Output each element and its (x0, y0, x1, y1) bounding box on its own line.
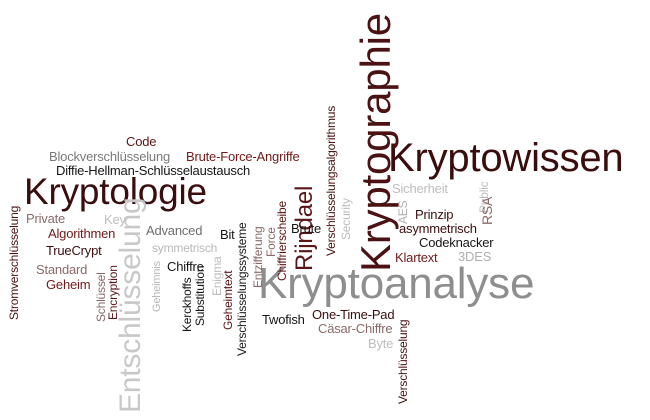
word-blockverschluesselung: Blockverschlüsselung (49, 149, 171, 164)
word-kerckhoffs: Kerckhoffs (180, 277, 194, 332)
word-codeknacker: Codeknacker (419, 235, 494, 250)
word-code: Code (126, 134, 157, 149)
word-kryptographie: Kryptographie (352, 13, 399, 272)
word-substitution: Substitution (193, 265, 207, 326)
word-entzifferung: Entzifferung (251, 226, 265, 288)
word-geheim: Geheim (46, 277, 91, 292)
word-klartext: Klartext (395, 250, 438, 265)
word-geheimnis: Geheimnis (151, 261, 163, 312)
word-sicherheit: Sicherheit (392, 181, 448, 196)
word-3des: 3DES (458, 249, 492, 264)
word-advanced: Advanced (146, 223, 203, 238)
word-diffie-hellman: Diffie-Hellman-Schlüsselaustausch (56, 163, 251, 178)
word-one-time-pad: One-Time-Pad (312, 307, 395, 322)
word-twofish: Twofish (262, 312, 305, 327)
word-kryptoanalyse: Kryptoanalyse (258, 259, 535, 308)
word-chiffre: Chiffre (167, 259, 204, 274)
word-geheimtext: Geheimtext (221, 270, 235, 330)
word-bit: Bit (220, 227, 235, 242)
word-verschluesselungssysteme: Verschlüsselungssysteme (235, 222, 249, 356)
word-caesar-chiffre: Cäsar-Chiffre (318, 321, 393, 336)
word-entschluesselung: Entschlüsselung (114, 197, 147, 413)
word-chiffrierscheibe: Chiffrierscheibe (275, 201, 289, 281)
word-prinzip: Prinzip (415, 207, 454, 222)
word-encryption: Encryption (106, 265, 120, 320)
word-standard: Standard (36, 262, 88, 277)
word-kryptowissen: Kryptowissen (388, 136, 624, 180)
word-byte: Byte (368, 336, 394, 351)
word-algorithmen: Algorithmen (48, 226, 116, 241)
word-private: Private (26, 211, 66, 226)
word-kryptologie: Kryptologie (24, 171, 207, 212)
word-stromverschluesselung: Stromverschlüsselung (7, 205, 21, 320)
word-verschluesselungsalgorithmus: Verschlüsselungsalgorithmus (324, 105, 338, 256)
word-rsa: RSA (479, 196, 495, 225)
word-asymmetrisch: asymmetrisch (399, 221, 477, 236)
word-symmetrisch: symmetrisch (152, 241, 218, 255)
word-verschluesselung: Verschlüsselung (396, 319, 410, 404)
word-security: Security (339, 198, 353, 240)
word-truecrypt: TrueCrypt (46, 243, 102, 258)
word-key: Key (104, 212, 126, 227)
word-brute: Brute (291, 221, 322, 236)
word-brute-force-angriffe: Brute-Force-Angriffe (186, 149, 300, 164)
